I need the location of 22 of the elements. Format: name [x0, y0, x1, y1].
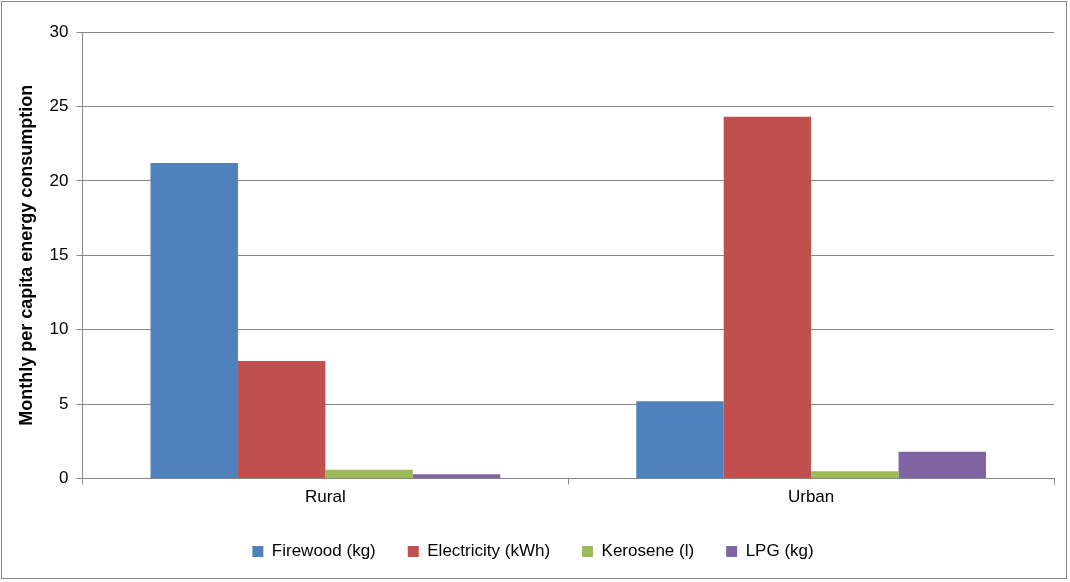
- bar: [150, 163, 238, 479]
- bar: [723, 116, 812, 479]
- y-axis-title: Monthly per capita energy consumption: [15, 84, 36, 426]
- x-tick-label: Urban: [787, 487, 835, 507]
- bar: [898, 451, 986, 479]
- y-tick-label: 20: [49, 170, 69, 190]
- y-tick-label: 30: [49, 21, 69, 41]
- x-tick-label: Rural: [305, 487, 346, 507]
- legend-label: LPG (kg): [745, 541, 814, 561]
- legend-label: Electricity (kWh): [427, 541, 551, 561]
- y-tick-label: 0: [59, 468, 69, 488]
- bar: [412, 474, 501, 479]
- bar: [325, 469, 413, 479]
- y-tick-label: 25: [49, 96, 69, 116]
- bar: [636, 401, 724, 479]
- y-tick-label: 5: [59, 393, 69, 413]
- y-tick-label: 10: [49, 319, 69, 339]
- legend-label: Kerosene (l): [601, 541, 695, 561]
- y-tick-label: 15: [49, 244, 69, 264]
- bar: [811, 471, 899, 479]
- legend-label: Firewood (kg): [271, 541, 376, 561]
- bar: [237, 361, 326, 479]
